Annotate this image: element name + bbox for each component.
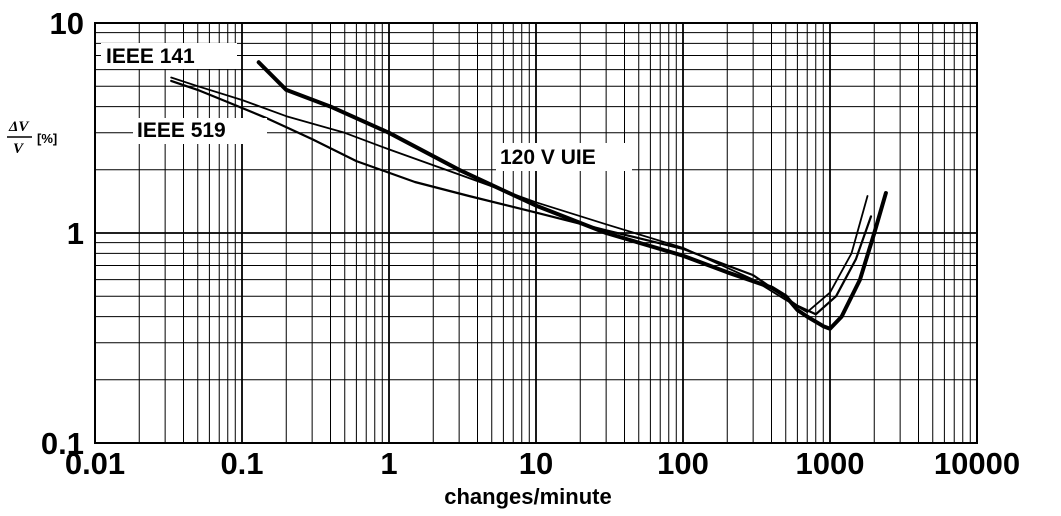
y-tick-label: 1 <box>67 216 84 251</box>
y-tick-label: 10 <box>50 6 84 41</box>
x-axis-title: changes/minute <box>444 484 611 509</box>
series-label-120v-uie: 120 V UIE <box>496 143 632 171</box>
y-tick-label: 0.1 <box>41 426 84 461</box>
x-tick-label: 100 <box>657 446 709 481</box>
series-line-ieee-141 <box>170 79 873 316</box>
x-tick-label: 0.1 <box>220 446 263 481</box>
series-line-ieee-519 <box>170 76 869 313</box>
y-axis-title-denominator: V <box>13 141 25 157</box>
y-axis-title-numerator: ΔV <box>8 119 30 135</box>
x-tick-label: 0.01 <box>65 446 125 481</box>
series-layer <box>170 60 888 331</box>
svg-text:120 V UIE: 120 V UIE <box>500 146 596 169</box>
x-tick-label: 1 <box>380 446 397 481</box>
series-line-120-v-uie <box>256 60 888 331</box>
x-tick-label: 10000 <box>934 446 1020 481</box>
y-axis-title: ΔV V [%] <box>7 119 57 157</box>
svg-text:IEEE 141: IEEE 141 <box>106 45 195 68</box>
series-label-ieee-141: IEEE 141 <box>101 43 237 69</box>
svg-text:IEEE 519: IEEE 519 <box>137 119 226 142</box>
series-label-ieee-519: IEEE 519 <box>133 118 267 144</box>
grid-layer <box>94 23 977 444</box>
y-axis-title-unit: [%] <box>37 131 57 146</box>
x-tick-label: 10 <box>519 446 553 481</box>
plot-frame <box>94 22 978 444</box>
x-tick-label: 1000 <box>796 446 865 481</box>
